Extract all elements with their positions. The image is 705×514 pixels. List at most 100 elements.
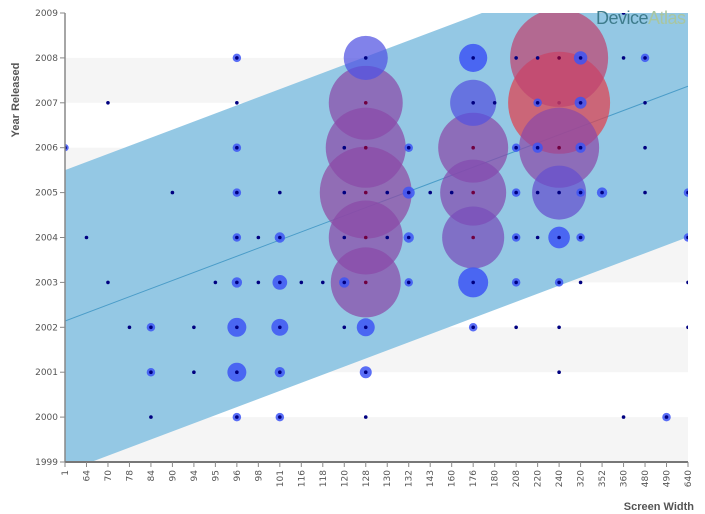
bubble-center-dot [385, 190, 390, 195]
bubble-center-dot [535, 56, 540, 60]
bubble-center-dot [363, 325, 368, 330]
x-tick-label: 490 [663, 470, 673, 487]
x-tick-label: 70 [104, 470, 114, 482]
x-tick-label: 480 [641, 470, 651, 487]
bubble-center-dot [621, 56, 626, 60]
bubble-center-dot [363, 56, 368, 60]
bubble [683, 188, 688, 197]
y-tick-label: 2003 [35, 278, 58, 288]
x-axis-title: Screen Width [624, 501, 694, 513]
x-tick-label: 128 [362, 470, 372, 487]
x-tick-label: 101 [276, 470, 286, 487]
y-tick-label: 2000 [35, 413, 58, 423]
bubble-center-dot [578, 190, 583, 195]
bubble-center-dot [686, 280, 688, 285]
bubble-center-dot [363, 280, 368, 285]
y-axis-title: Year Released [10, 63, 22, 138]
axes: 1999 2000 2001 2002 2003 2004 2005 2006 2007 2008… [35, 9, 694, 487]
bubble-center-dot [406, 145, 411, 150]
logo-part-device: Device [596, 8, 649, 28]
bubble-center-dot [363, 145, 368, 150]
bubble-center-dot [192, 325, 196, 330]
bubble-center-dot [278, 190, 282, 195]
x-tick-label: 208 [512, 470, 522, 487]
bubble-center-dot [235, 235, 239, 240]
bubble-center-dot [557, 145, 561, 150]
y-tick-label: 1999 [35, 458, 58, 468]
bubble-center-dot [342, 190, 347, 195]
bubble-center-dot [235, 101, 239, 105]
x-tick-label: 96 [233, 470, 243, 482]
bubble-center-dot [84, 235, 89, 240]
x-tick-label: 78 [125, 470, 135, 482]
bubble-center-dot [149, 370, 153, 375]
bubble-center-dot [235, 415, 239, 419]
bubble-center-dot [557, 280, 561, 285]
x-tick-label: 220 [534, 470, 544, 487]
y-tick-label: 2004 [35, 234, 58, 244]
bubble-center-dot [192, 370, 196, 375]
bubble [510, 13, 609, 107]
bubble-center-dot [106, 280, 110, 285]
bubble-center-dot [299, 280, 304, 285]
bubble-center-dot [342, 235, 347, 240]
x-tick-label: 352 [598, 470, 608, 487]
bubble-center-dot [686, 325, 688, 330]
bubble-center-dot [235, 145, 239, 150]
bubble-center-dot [235, 190, 239, 195]
bubble-center-dot [471, 235, 475, 240]
bubble-center-dot [213, 280, 218, 285]
bubble-center-dot [363, 415, 368, 419]
bubble-center-dot [278, 325, 282, 330]
bubble-center-dot [514, 190, 518, 195]
deviceatlas-logo: DeviceAtlas [596, 8, 686, 29]
bubble-center-dot [342, 325, 347, 330]
bubble [683, 233, 688, 242]
bubble-center-dot [320, 280, 325, 285]
bubble-center-dot [471, 190, 475, 195]
bubble-center-dot [363, 235, 368, 240]
bubble-center-dot [535, 235, 540, 240]
y-tick-label: 2009 [35, 9, 58, 19]
bubbles [65, 13, 688, 422]
bubble-center-dot [235, 325, 239, 330]
bubble-center-dot [621, 415, 626, 419]
bubble-center-dot [578, 145, 583, 150]
bubble-center-dot [471, 56, 475, 60]
bubble-center-dot [557, 325, 561, 330]
y-tick-label: 2007 [35, 99, 58, 109]
bubble-center-dot [363, 190, 368, 195]
bubble-center-dot [127, 325, 132, 330]
bubble-center-dot [235, 370, 239, 375]
logo-part-atlas: Atlas [648, 8, 686, 28]
x-tick-label: 116 [297, 470, 307, 487]
bubble-center-dot [514, 235, 518, 240]
y-tick-label: 2001 [35, 368, 58, 378]
bubble-center-dot [514, 325, 518, 330]
bubble-center-dot [557, 56, 561, 60]
bubble-center-dot [557, 235, 561, 240]
bubble-center-dot [471, 145, 475, 150]
bubble-center-dot [664, 415, 669, 419]
x-tick-label: 118 [319, 470, 329, 487]
bubble-center-dot [578, 101, 583, 105]
bubble-center-dot [363, 101, 368, 105]
bubble-center-dot [514, 280, 518, 285]
bubble-center-dot [106, 101, 110, 105]
x-tick-label: 320 [577, 470, 587, 487]
x-tick-label: 98 [254, 470, 264, 482]
x-tick-label: 240 [555, 470, 565, 487]
bubble-center-dot [535, 145, 540, 150]
bubble-center-dot [471, 101, 475, 105]
bubble-center-dot [621, 13, 626, 15]
x-tick-label: 90 [168, 470, 178, 482]
bubble-center-dot [428, 190, 433, 195]
x-tick-label: 1 [61, 470, 71, 476]
bubble-center-dot [342, 280, 347, 285]
bubble-center-dot [471, 280, 475, 285]
bubble-center-dot [363, 370, 368, 375]
x-tick-label: 143 [426, 470, 436, 487]
bubble-center-dot [514, 56, 518, 60]
bubble-center-dot [406, 190, 411, 195]
